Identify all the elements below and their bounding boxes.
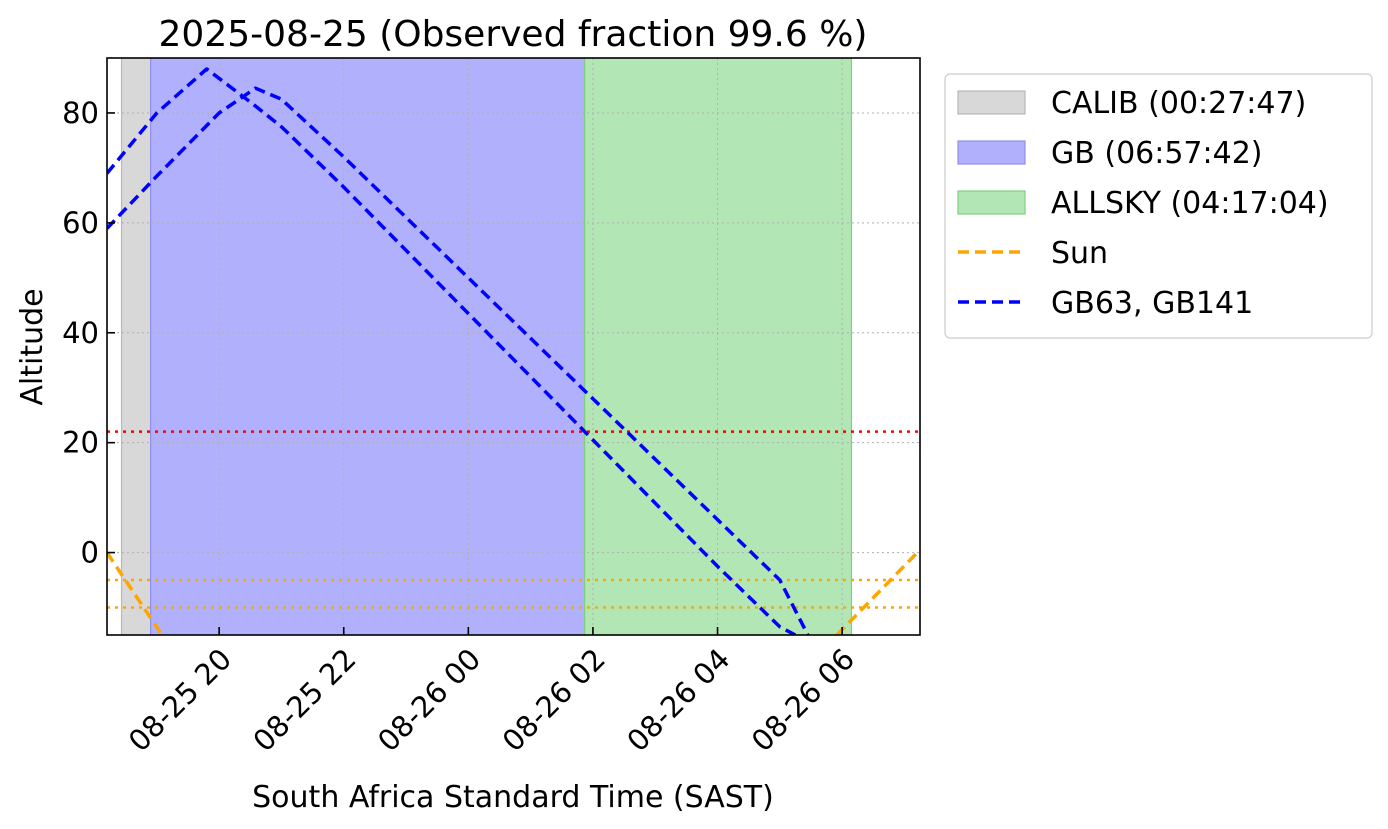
series-line-1-0 (107, 67, 797, 635)
y-tick-label: 40 (62, 316, 99, 350)
legend-swatch (957, 140, 1026, 165)
x-tick-label: 08-26 00 (371, 642, 487, 758)
legend-label: ALLSKY (04:17:04) (1051, 186, 1329, 221)
legend: CALIB (00:27:47) GB (06:57:42) ALLSKY (04:… (944, 73, 1373, 339)
series-line-2-0 (107, 86, 810, 635)
x-tick-label: 08-26 04 (620, 642, 736, 758)
x-tick-label: 08-25 22 (246, 642, 362, 758)
legend-label: GB63, GB141 (1051, 286, 1253, 321)
legend-swatch (957, 90, 1026, 115)
y-tick-label: 20 (62, 426, 99, 460)
plot-frame (106, 57, 921, 636)
x-tick-label: 08-26 06 (745, 642, 861, 758)
x-tick-label: 08-26 02 (496, 642, 612, 758)
chart-title: 2025-08-25 (Observed fraction 99.6 %) (159, 14, 868, 55)
legend-label: CALIB (00:27:47) (1051, 86, 1306, 121)
legend-box (944, 73, 1373, 339)
legend-label: Sun (1051, 236, 1108, 271)
y-tick-label: 60 (62, 206, 99, 240)
legend-swatch (957, 190, 1026, 215)
x-tick-label: 08-25 20 (122, 642, 238, 758)
grid-lines (107, 58, 920, 635)
y-tick-label: 0 (81, 536, 99, 570)
y-tick-label: 80 (62, 96, 99, 130)
span-2 (584, 58, 852, 635)
series-line-0-1 (835, 548, 920, 635)
legend-label: GB (06:57:42) (1051, 136, 1263, 171)
span-0 (121, 58, 151, 635)
time-spans (120, 58, 853, 635)
span-1 (150, 58, 585, 635)
x-axis-label: South Africa Standard Time (SAST) (252, 780, 774, 815)
series-lines (107, 67, 920, 635)
y-axis-label: Altitude (15, 288, 50, 405)
